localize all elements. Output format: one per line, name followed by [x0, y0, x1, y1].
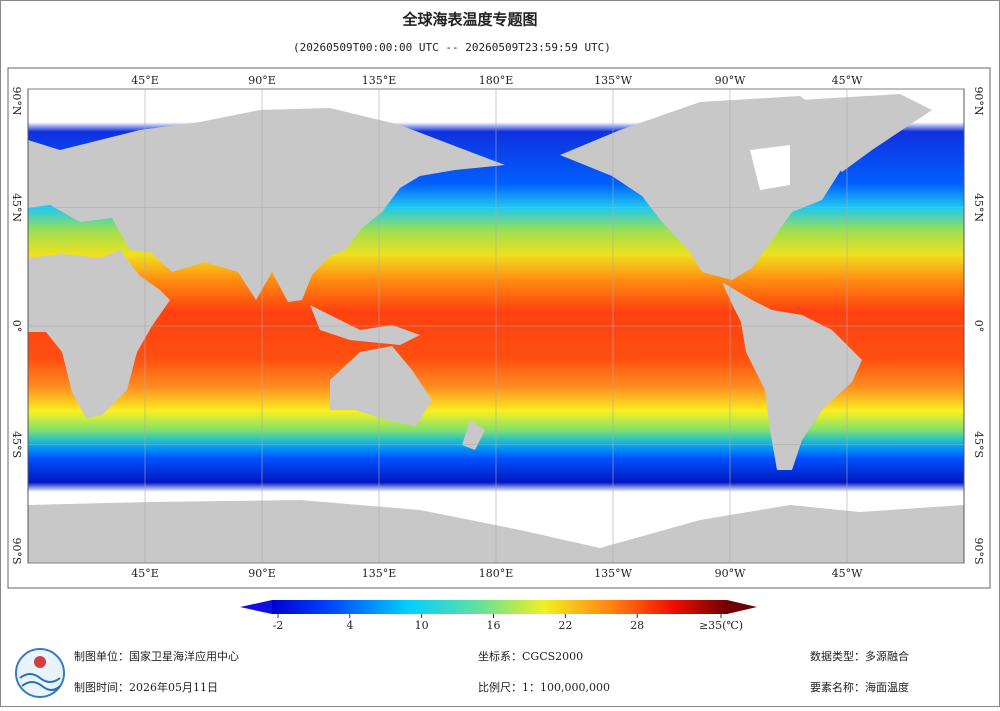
lon-label-bottom: 180°E	[479, 567, 514, 580]
footer-date: 制图时间：2026年05月11日	[74, 680, 218, 694]
africa	[28, 250, 170, 418]
colorbar-high-arrow	[727, 600, 757, 614]
lon-label-bottom: 90°W	[715, 567, 746, 580]
lat-label-left: 0°	[10, 320, 23, 333]
lon-label-top: 135°W	[594, 74, 632, 87]
lon-label-bottom: 135°W	[594, 567, 632, 580]
greenland	[800, 94, 932, 172]
colorbar-tick-label: 22	[558, 619, 572, 632]
colorbar-tick-label: 10	[415, 619, 429, 632]
lat-label-right: 90°N	[972, 86, 985, 115]
colorbar-low-arrow	[240, 600, 272, 614]
lat-label-right: 45°N	[972, 193, 985, 222]
lon-label-top: 45°W	[832, 74, 863, 87]
south-america	[722, 282, 862, 470]
indonesia	[310, 305, 420, 345]
eurasia	[28, 108, 505, 302]
lon-label-bottom: 45°W	[832, 567, 863, 580]
lon-label-top: 90°E	[248, 74, 276, 87]
lat-label-left: 90°N	[10, 86, 23, 115]
footer-scale: 比例尺：1：100,000,000	[478, 680, 610, 694]
lat-label-right: 0°	[972, 320, 985, 333]
lat-label-right: 90°S	[972, 537, 985, 564]
colorbar	[272, 600, 727, 614]
footer-crs: 坐标系：CGCS2000	[478, 649, 583, 663]
colorbar-tick-label: 28	[630, 619, 644, 632]
subtitle: (20260509T00:00:00 UTC -- 20260509T23:59…	[293, 41, 611, 54]
title: 全球海表温度专题图	[401, 11, 537, 29]
colorbar-tick-label: 16	[487, 619, 501, 632]
lat-label-right: 45°S	[972, 431, 985, 458]
colorbar-tick-label: ≥35(℃)	[699, 619, 743, 632]
lat-label-left: 45°N	[10, 193, 23, 222]
australia	[330, 346, 432, 426]
lon-label-top: 135°E	[362, 74, 397, 87]
map-frame	[7, 67, 991, 589]
footer-unit: 制图单位：国家卫星海洋应用中心	[74, 649, 239, 663]
lon-label-bottom: 45°E	[131, 567, 159, 580]
lon-label-bottom: 90°E	[248, 567, 276, 580]
lon-label-top: 90°W	[715, 74, 746, 87]
lon-label-top: 180°E	[479, 74, 514, 87]
footer-element: 要素名称：海面温度	[810, 680, 909, 694]
lon-label-bottom: 135°E	[362, 567, 397, 580]
lat-label-left: 45°S	[10, 431, 23, 458]
colorbar-tick-label: 4	[346, 619, 353, 632]
north-america	[560, 96, 860, 280]
new-zealand	[462, 420, 485, 450]
hudson-bay	[750, 145, 790, 190]
logo	[15, 648, 65, 698]
footer-datatype: 数据类型：多源融合	[810, 649, 909, 663]
lat-label-left: 90°S	[10, 537, 23, 564]
lon-label-top: 45°E	[131, 74, 159, 87]
colorbar-tick-label: -2	[273, 619, 284, 632]
